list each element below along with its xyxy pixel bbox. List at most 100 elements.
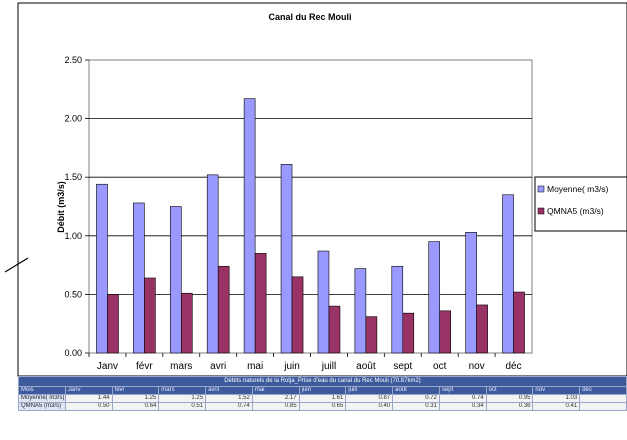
table-title-row: Débits naturels de la Rotja_Prise d'eau … (18, 376, 627, 387)
table-row-header: QMNA5 (m3/s) (18, 402, 66, 411)
x-tick-label: mars (170, 361, 192, 372)
table-cell: 1.44 (64, 394, 113, 403)
table-header-row: Mois Janv févr mars avril mai juin juill août sep… (18, 386, 627, 395)
table-cell (579, 402, 627, 411)
x-tick-label: oct (433, 361, 447, 372)
table-cell (579, 394, 627, 403)
table-cell: 0.31 (392, 402, 440, 411)
bar-qmna5 (291, 276, 304, 354)
bar-moyenne (465, 231, 477, 354)
bar-qmna5 (476, 304, 488, 354)
table-row: QMNA5 (m3/s) 0.50 0.64 0.51 0.74 0.85 0.65 0.40… (18, 402, 627, 411)
y-tick-label: 0.50 (64, 289, 82, 299)
x-tick-label: août (356, 361, 376, 372)
chart-title: Canal du Rec Mouli (268, 12, 351, 22)
table-header-cell: mai (251, 386, 300, 395)
table-header-cell: déc (579, 386, 627, 395)
table-cell: 0.41 (532, 402, 581, 411)
chart: 0.00 0.50 1.00 1.50 2.00 2.50 Janv févr mars avri… (4, 2, 627, 377)
legend-swatch-moyenne (537, 185, 545, 193)
table-cell: 1.03 (532, 394, 581, 403)
y-tick-label: 2.50 (64, 55, 82, 65)
stray-line (4, 257, 29, 273)
table-cell: 0.85 (251, 402, 300, 411)
legend-swatch-qmna5 (537, 207, 545, 215)
grid-layer (85, 59, 532, 357)
x-tick-label: juill (321, 361, 336, 372)
bar-moyenne (428, 241, 441, 354)
table-header-cell: sept (438, 386, 487, 395)
table-cell: 0.74 (438, 394, 487, 403)
bar-moyenne (502, 194, 514, 354)
table-cell: 1.25 (158, 394, 207, 403)
bar-moyenne (96, 183, 108, 354)
table-cell: 0.87 (345, 394, 394, 403)
bar-moyenne (391, 265, 404, 354)
table-cell: 0.40 (345, 402, 394, 411)
data-table: Débits naturels de la Rotja_Prise d'eau … (18, 376, 627, 411)
table-cell: 0.72 (392, 394, 440, 403)
table-cell: 1.52 (205, 394, 253, 403)
table-row: Moyenne( m3/s) 1.44 1.25 1.25 1.52 2.17 1.61 0.… (18, 394, 627, 403)
table-header-cell: mars (158, 386, 207, 395)
legend-label-qmna5: QMNA5 (m3/s) (547, 206, 604, 216)
x-tick-label: déc (505, 361, 521, 372)
bar-qmna5 (107, 294, 119, 354)
table-cell: 0.50 (64, 402, 113, 411)
y-tick-label: 1.50 (64, 172, 82, 182)
table-header-cell: avril (205, 386, 253, 395)
table-cell: 0.34 (438, 402, 487, 411)
bar-qmna5 (180, 292, 193, 354)
plot-area (88, 59, 533, 354)
table-title: Débits naturels de la Rotja_Prise d'eau … (18, 376, 627, 387)
bar-qmna5 (513, 291, 525, 354)
x-tick-label: févr (136, 361, 153, 372)
legend-box (534, 176, 627, 232)
table-header-cell: Mois (18, 386, 66, 395)
bar-moyenne (206, 174, 219, 354)
y-tick-label: 2.00 (64, 114, 82, 124)
bar-qmna5 (402, 312, 415, 354)
x-tick-label: juin (283, 361, 300, 372)
bar-moyenne (243, 98, 256, 354)
bar-moyenne (169, 206, 182, 354)
chart-svg: 0.00 0.50 1.00 1.50 2.00 2.50 Janv févr mars avri… (4, 2, 627, 377)
bar-qmna5 (144, 277, 156, 354)
table-header-cell: juin (298, 386, 347, 395)
x-tick-label: Janv (97, 361, 118, 372)
table-cell: 0.65 (298, 402, 347, 411)
table-cell: 0.74 (205, 402, 253, 411)
bar-qmna5 (217, 265, 230, 354)
x-tick-label: mai (247, 361, 263, 372)
table-header-cell: juill (345, 386, 394, 395)
bar-moyenne (133, 202, 145, 354)
legend-label-moyenne: Moyenne( m3/s) (547, 184, 609, 194)
bar-qmna5 (439, 310, 452, 354)
table-cell: 1.25 (111, 394, 160, 403)
y-axis-title: Débit (m3/s) (56, 181, 66, 233)
legend: Moyenne( m3/s) QMNA5 (m3/s) (534, 176, 627, 232)
bar-moyenne (280, 164, 293, 354)
table-header-cell: Janv (64, 386, 113, 395)
table-cell: 1.61 (298, 394, 347, 403)
bar-qmna5 (328, 305, 341, 354)
x-tick-label: sept (393, 361, 412, 372)
table-header-cell: août (392, 386, 440, 395)
x-tick-label: nov (469, 361, 485, 372)
x-tick-label: avri (210, 361, 226, 372)
y-tick-label: 1.00 (64, 231, 82, 241)
bar-qmna5 (254, 253, 267, 354)
table-header-cell: nov (532, 386, 581, 395)
table-cell: 0.95 (485, 394, 534, 403)
y-tick-label: 0.00 (64, 348, 82, 358)
table-header-cell: oct (485, 386, 534, 395)
table-cell: 0.51 (158, 402, 207, 411)
table-cell: 0.36 (485, 402, 534, 411)
table-cell: 2.17 (251, 394, 300, 403)
bar-moyenne (354, 268, 367, 354)
bars-layer (96, 98, 525, 354)
table-header-cell: févr (111, 386, 160, 395)
table-cell: 0.64 (111, 402, 160, 411)
bar-qmna5 (365, 316, 378, 354)
table-row-header: Moyenne( m3/s) (18, 394, 66, 403)
